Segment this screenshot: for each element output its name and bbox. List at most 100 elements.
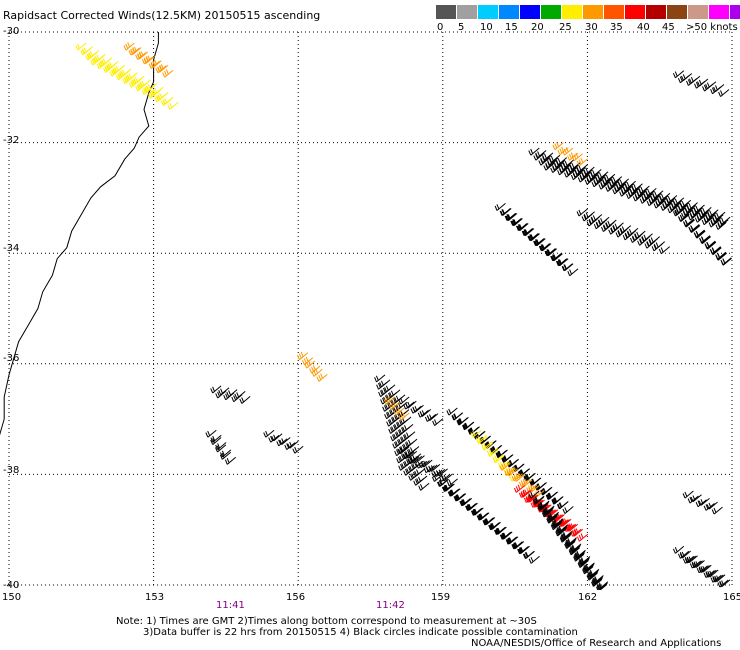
lat-label: -32	[3, 135, 20, 146]
wind-barb	[499, 531, 511, 540]
legend-label: 0	[437, 22, 444, 33]
wind-barb	[682, 490, 694, 499]
wind-barb	[598, 216, 610, 225]
wind-barb	[423, 465, 435, 474]
wind-barb	[677, 75, 690, 84]
wind-barb	[504, 213, 516, 221]
wind-barb	[234, 391, 246, 399]
wind-barb	[710, 574, 722, 583]
wind-barb	[703, 570, 715, 578]
footer-credit: NOAA/NESDIS/Office of Research and Appli…	[471, 638, 722, 649]
time-label: 11:41	[216, 600, 245, 611]
wind-barb	[653, 200, 665, 209]
wind-barb	[410, 405, 422, 414]
wind-barb	[210, 434, 222, 443]
footer-note-2: 3)Data buffer is 22 hrs from 20150515 4)…	[143, 627, 578, 638]
wind-barb	[162, 69, 174, 78]
wind-barb	[583, 562, 595, 571]
legend-swatch	[709, 5, 730, 19]
wind-barb	[576, 157, 588, 167]
wind-barb	[637, 237, 649, 246]
wind-barb	[505, 536, 517, 545]
wind-barb	[431, 474, 444, 482]
legend-swatch	[604, 5, 625, 19]
wind-barb	[550, 165, 562, 173]
wind-barb	[615, 229, 627, 238]
wind-barb	[545, 492, 557, 500]
wind-barb	[699, 235, 711, 243]
wind-barb	[672, 208, 685, 217]
wind-barb	[641, 233, 653, 242]
wind-barb	[406, 438, 418, 447]
wind-barb	[605, 184, 617, 192]
wind-barb	[672, 70, 685, 79]
wind-barb	[488, 522, 500, 531]
wind-barb	[135, 51, 147, 60]
wind-barb	[447, 488, 459, 497]
wind-barb	[128, 79, 141, 88]
wind-barb	[495, 450, 507, 459]
lon-label: 165	[723, 592, 740, 603]
wind-barb	[711, 506, 723, 515]
wind-barb	[446, 407, 458, 416]
wind-barb	[653, 241, 666, 250]
wind-barb	[527, 233, 539, 241]
wind-barb	[619, 225, 632, 233]
wind-barb	[612, 186, 624, 195]
wind-barb	[128, 47, 140, 56]
wind-barb	[528, 555, 540, 564]
wind-barb	[103, 65, 115, 73]
wind-barb	[528, 490, 540, 499]
lat-label: -34	[3, 243, 20, 254]
wind-barb	[543, 505, 555, 514]
wind-barb	[439, 474, 451, 482]
legend-label: 45	[662, 22, 675, 33]
wind-barb	[160, 98, 173, 107]
wind-barb	[601, 224, 613, 232]
wind-barb	[703, 503, 715, 511]
wind-barb	[414, 468, 426, 477]
wind-barb	[695, 499, 707, 508]
wind-barb	[389, 389, 401, 398]
wind-barb	[116, 72, 128, 81]
wind-barb	[586, 218, 598, 227]
legend-swatch	[499, 5, 520, 19]
wind-barb	[504, 467, 516, 476]
wind-barb	[608, 226, 620, 235]
wind-barb	[309, 365, 321, 374]
wind-barb	[533, 152, 545, 161]
wind-barb	[148, 60, 160, 69]
wind-barb	[499, 462, 511, 471]
wind-barb	[441, 484, 454, 492]
wind-barb	[403, 401, 415, 410]
legend-swatch	[625, 5, 646, 19]
wind-barb	[710, 86, 722, 95]
wind-barb	[708, 219, 720, 228]
wind-barb	[562, 506, 574, 514]
legend-swatch	[583, 5, 604, 19]
wind-barb	[701, 217, 713, 226]
wind-barb	[383, 396, 395, 405]
wind-barb	[555, 258, 568, 267]
wind-barb	[677, 550, 690, 559]
wind-barb	[693, 229, 705, 238]
wind-barb	[597, 581, 609, 590]
legend-label: >50 knots	[686, 22, 738, 33]
wind-barb	[579, 556, 591, 564]
lon-label: 153	[145, 592, 165, 603]
wind-barb	[470, 429, 482, 438]
wind-barb	[561, 530, 573, 539]
wind-barb	[518, 478, 531, 487]
wind-barb	[583, 211, 595, 220]
wind-barb	[717, 579, 729, 588]
wind-barb	[694, 214, 707, 223]
wind-barb	[543, 162, 555, 171]
wind-barb	[576, 533, 589, 542]
wind-barb	[431, 469, 443, 478]
wind-barb	[565, 537, 577, 546]
wind-barb	[404, 431, 416, 440]
wind-barb	[687, 212, 700, 221]
lat-label: -40	[3, 580, 20, 591]
wind-barb	[576, 208, 588, 217]
wind-barb	[667, 205, 679, 214]
